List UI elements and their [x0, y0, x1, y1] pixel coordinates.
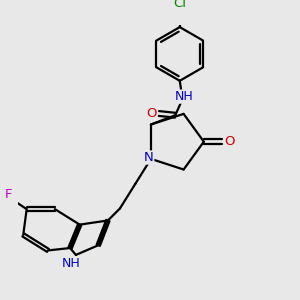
Text: N: N — [144, 151, 154, 164]
Text: NH: NH — [61, 257, 80, 270]
Text: O: O — [224, 135, 235, 148]
Text: O: O — [147, 107, 157, 120]
Text: F: F — [4, 188, 12, 201]
Text: Cl: Cl — [173, 0, 186, 10]
Text: NH: NH — [175, 90, 194, 103]
